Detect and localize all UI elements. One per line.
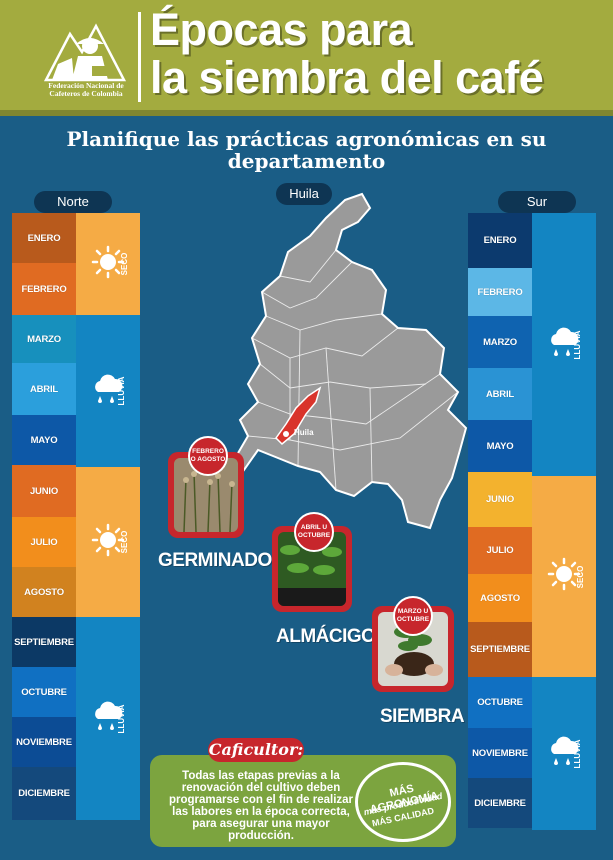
north-month-febrero: FEBRERO [12,263,76,315]
south-month-junio: JUNIO [468,472,532,527]
title-line-1: Épocas para [150,4,413,55]
south-month-febrero: FEBRERO [468,268,532,316]
sun-icon [91,523,125,562]
north-month-septiembre: SEPTIEMBRE [12,617,76,667]
huila-marker-icon [283,431,289,437]
north-month-julio: JULIO [12,517,76,567]
rain-cloud-icon [546,325,582,364]
south-month-octubre: OCTUBRE [468,677,532,728]
almacigo-date-badge: ABRIL U OCTUBRE [294,512,334,552]
page-subtitle: Planifique las prácticas agronómicas en … [66,127,547,173]
header-strip [0,110,613,116]
south-month-diciembre: DICIEMBRE [468,778,532,828]
south-month-noviembre: NOVIEMBRE [468,728,532,778]
south-month-agosto: AGOSTO [468,574,532,622]
season-label: LLUVIA [573,739,583,768]
header-divider [138,12,141,102]
colombia-map: Huila [232,192,468,530]
colombia-shape [232,192,468,530]
north-season-4: LLUVIA [76,617,140,820]
south-month-septiembre: SEPTIEMBRE [468,622,532,677]
south-month-julio: JULIO [468,527,532,574]
north-month-octubre: OCTUBRE [12,667,76,717]
huila-map-label: Huila [294,428,314,437]
south-month-marzo: MARZO [468,316,532,368]
rain-cloud-icon [90,699,126,738]
season-label: LLUVIA [117,704,127,733]
north-season-2: LLUVIA [76,315,140,467]
south-label: Sur [498,191,576,213]
north-month-noviembre: NOVIEMBRE [12,717,76,767]
north-month-abril: ABRIL [12,363,76,415]
north-month-diciembre: DICIEMBRE [12,767,76,820]
huila-region [275,386,322,446]
germinador-card [168,452,244,538]
season-label: SECO [120,530,130,554]
sun-icon [547,557,581,596]
north-label: Norte [34,191,112,213]
north-month-marzo: MARZO [12,315,76,363]
north-month-enero: ENERO [12,213,76,263]
department-pill: Huila [276,183,332,205]
siembra-date-badge: MARZO U OCTUBRE [393,596,433,636]
season-label: LLUVIA [573,330,583,359]
north-season-3: SECO [76,467,140,617]
germinador-label: GERMINADOR [158,550,285,571]
logo-text: Federación Nacional de Cafeteros de Colo… [48,81,124,98]
north-month-mayo: MAYO [12,415,76,465]
germinador-date-badge: FEBRERO O AGOSTO [188,436,228,476]
south-month-column: ENERO FEBRERO MARZO ABRIL MAYO JUNIO JULIO AGOS… [468,213,532,828]
caficultor-text: Todas las etapas previas a la renovación… [168,770,354,842]
season-label: LLUVIA [117,376,127,406]
page-title: Épocas para la siembra del café [150,4,544,103]
season-label: SECO [576,565,586,588]
north-month-column: ENERO FEBRERO MARZO ABRIL MAYO JUNIO JULIO AGOS… [12,213,76,820]
almacigo-label: ALMÁCIGO [276,626,376,647]
north-month-junio: JUNIO [12,465,76,517]
south-month-enero: ENERO [468,213,532,268]
rain-cloud-icon [90,372,126,411]
season-label: SECO [120,252,130,276]
north-season-1: SECO [76,213,140,315]
north-month-agosto: AGOSTO [12,567,76,617]
caficultor-tag: Caficultor: [208,738,304,762]
fnc-logo-icon [43,23,127,82]
south-season-3: LLUVIA [532,677,596,830]
siembra-label: SIEMBRA [380,706,465,727]
south-season-1: LLUVIA [532,213,596,476]
south-month-abril: ABRIL [468,368,532,420]
sun-icon [91,245,125,284]
rain-cloud-icon [546,734,582,773]
south-month-mayo: MAYO [468,420,532,472]
south-season-2: SECO [532,476,596,677]
title-line-2: la siembra del café [150,52,544,103]
quality-seal: MÁS AGRONOMÍA más productividad MÁS CALI… [355,762,451,842]
